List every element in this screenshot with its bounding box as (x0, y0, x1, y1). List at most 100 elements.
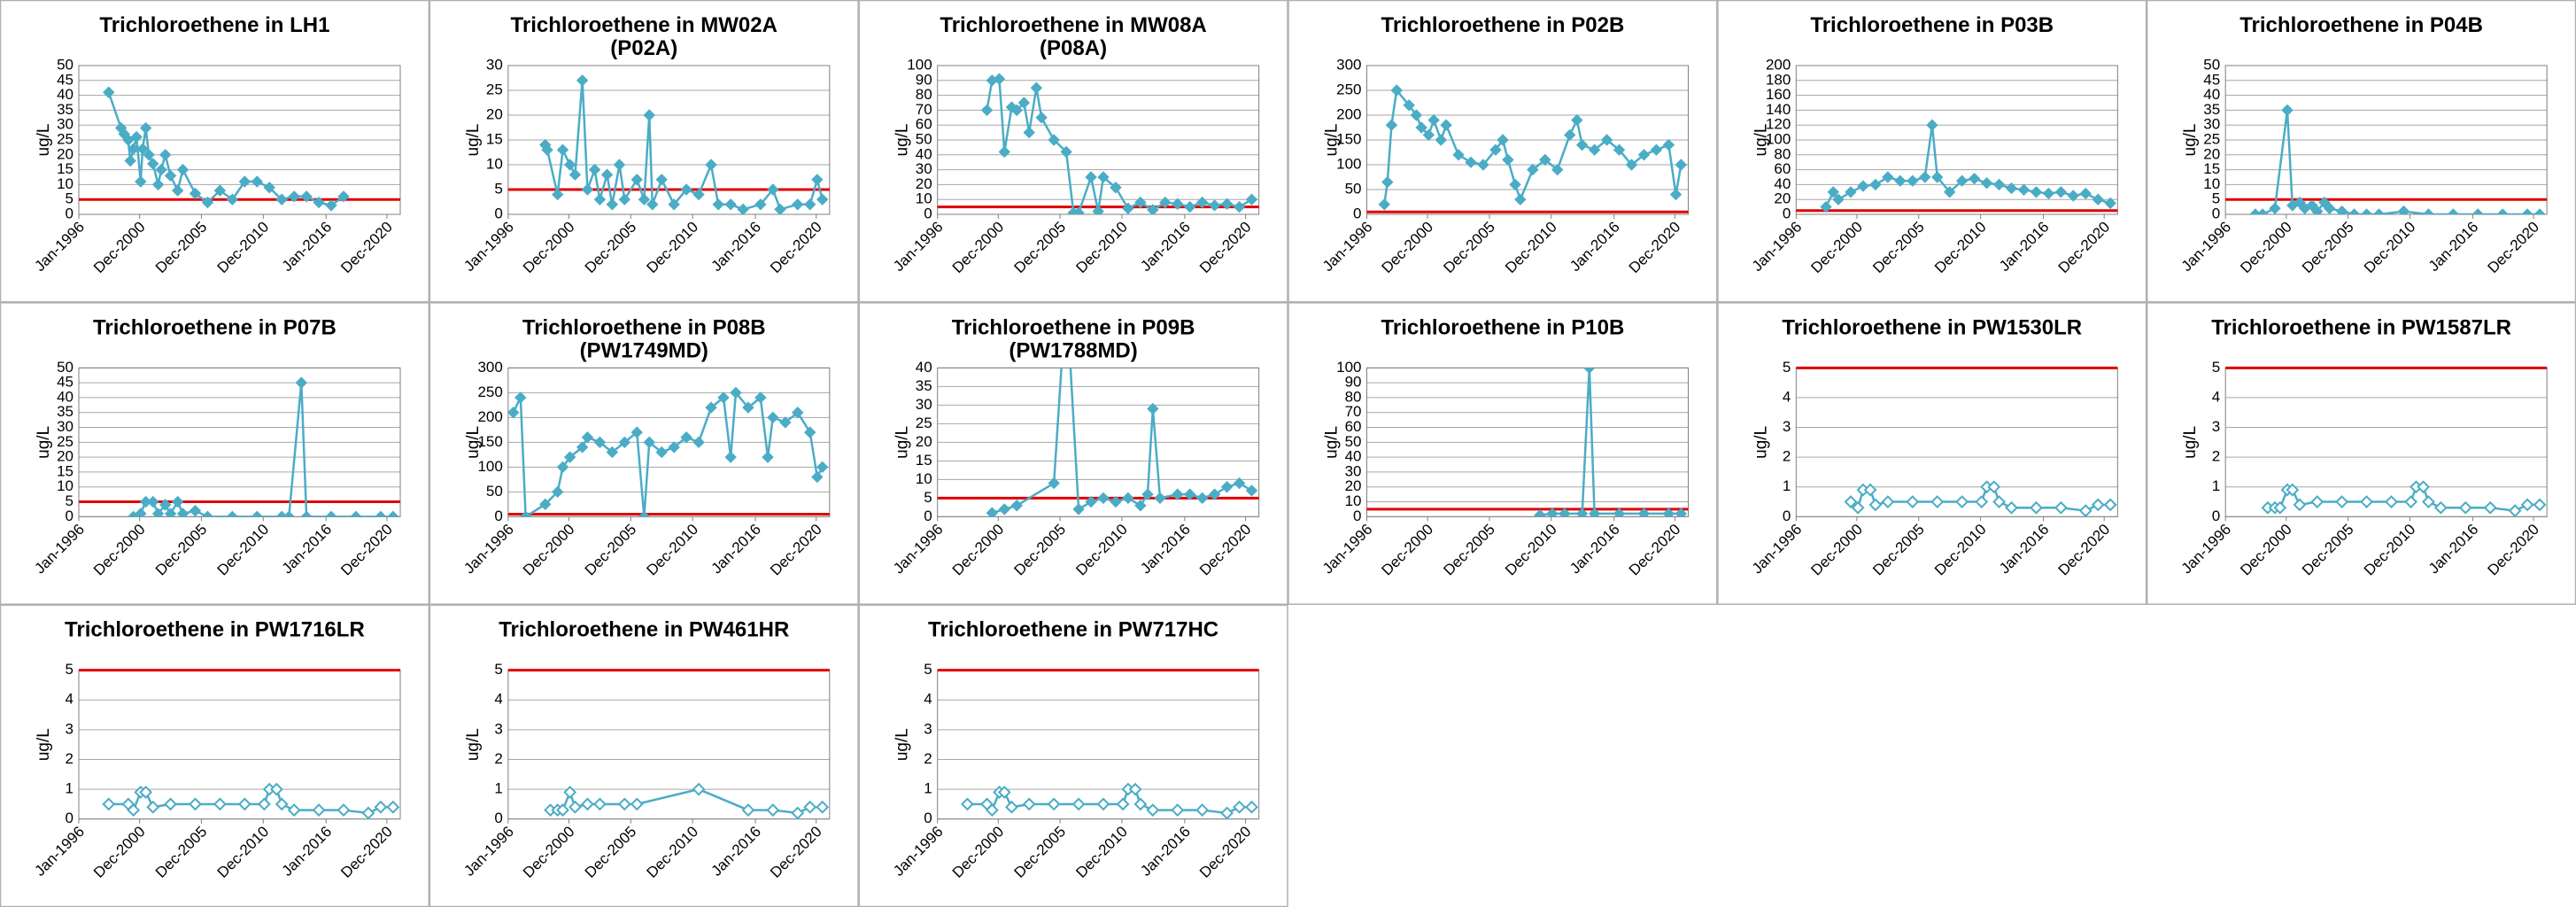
x-tick-label: Jan-2016 (1137, 219, 1194, 275)
data-point (655, 446, 668, 459)
data-point (1134, 196, 1147, 209)
data-point (737, 203, 749, 214)
x-tick-label: Dec-2005 (152, 219, 211, 277)
x-tick-label: Dec-2010 (644, 521, 702, 579)
data-point (1987, 480, 2001, 494)
series (127, 376, 399, 517)
y-tick-label: 15 (2203, 160, 2220, 177)
data-point (1477, 159, 1489, 171)
y-tick-label: 4 (1783, 388, 1791, 405)
data-point (1675, 159, 1688, 171)
data-point (779, 416, 792, 429)
data-point (1195, 196, 1209, 209)
data-point (556, 143, 569, 156)
data-point (1832, 193, 1845, 205)
data-point (1110, 495, 1122, 508)
x-tick-label: Dec-2000 (949, 521, 1008, 579)
y-tick-label: 25 (486, 81, 503, 97)
data-point (1133, 797, 1148, 811)
x-tick-label: Jan-1996 (1319, 219, 1376, 275)
x-tick-label: Dec-2000 (1807, 521, 1866, 579)
data-point (1116, 797, 1130, 811)
y-tick-label: 0 (1353, 205, 1361, 221)
data-point (1122, 202, 1134, 214)
data-point (1245, 800, 1258, 814)
y-tick-label: 5 (2212, 190, 2220, 207)
x-tick-label: Dec-2005 (1440, 521, 1498, 579)
x-tick-label: Dec-2000 (90, 521, 149, 579)
data-point (350, 510, 362, 517)
y-tick-label: 120 (1766, 116, 1791, 133)
y-tick-label: 3 (924, 720, 932, 737)
x-tick-label: Jan-1996 (1319, 521, 1376, 578)
x-tick-label: Jan-1996 (31, 823, 88, 880)
x-tick-label: Dec-2010 (2361, 521, 2419, 579)
y-tick-label: 2 (1783, 448, 1791, 465)
data-point (680, 431, 692, 444)
x-tick-label: Dec-2010 (1072, 823, 1131, 881)
data-point (1465, 156, 1477, 168)
y-tick-label: 40 (1345, 448, 1362, 465)
y-tick-label: 0 (494, 205, 502, 221)
data-point (2496, 208, 2509, 214)
data-point (237, 797, 251, 811)
data-point (1509, 178, 1521, 191)
data-point (1440, 119, 1452, 131)
plot-frame (78, 670, 401, 820)
data-point (1195, 492, 1209, 505)
y-tick-label: 40 (2203, 86, 2220, 103)
plot-frame (507, 65, 831, 215)
data-point (1539, 153, 1551, 167)
data-point (507, 407, 520, 419)
data-point (102, 797, 116, 811)
y-tick-label: 80 (1774, 145, 1791, 162)
data-point (1637, 508, 1651, 517)
x-tick-label: Dec-2005 (582, 521, 640, 579)
y-tick-label: 300 (477, 359, 502, 376)
chart-title: Trichloroethene in PW1530LR (1782, 315, 2082, 339)
y-tick-label: 30 (1345, 462, 1362, 479)
data-point (1869, 178, 1882, 191)
data-point (1085, 495, 1097, 508)
data-point (387, 510, 399, 517)
data-point (792, 198, 804, 211)
x-tick-label: Dec-2000 (90, 219, 149, 277)
panel-border (1717, 0, 2147, 303)
x-tick-label: Dec-2005 (1440, 219, 1498, 277)
data-point (1390, 84, 1403, 97)
data-point (1184, 488, 1196, 500)
y-tick-label: 1 (66, 780, 73, 797)
data-point (2520, 498, 2534, 512)
data-point (1047, 797, 1061, 811)
data-point (1122, 492, 1134, 505)
y-tick-label: 90 (1345, 374, 1362, 391)
data-point (643, 436, 655, 449)
data-point (1955, 174, 1969, 187)
series-line (1539, 368, 1682, 516)
series (102, 782, 400, 819)
x-tick-label: Jan-1996 (31, 521, 88, 578)
data-point (792, 407, 804, 419)
y-tick-label: 4 (924, 691, 932, 708)
data-point (2269, 202, 2281, 214)
data-point (724, 451, 737, 463)
data-point (1662, 508, 1675, 517)
data-point (514, 391, 527, 404)
y-tick-label: 15 (57, 160, 73, 177)
x-tick-label: Jan-2016 (279, 219, 336, 275)
data-point (135, 508, 147, 517)
x-tick-label: Dec-2000 (520, 521, 578, 579)
x-tick-label: Dec-2020 (767, 219, 825, 277)
y-tick-label: 30 (2203, 116, 2220, 133)
y-tick-label: 0 (66, 810, 73, 826)
data-point (581, 183, 594, 196)
data-point (563, 451, 576, 463)
y-tick-label: 50 (57, 56, 73, 73)
data-point (147, 158, 159, 170)
data-point (1022, 797, 1036, 811)
data-point (1435, 134, 1447, 146)
data-point (1600, 134, 1613, 146)
data-point (146, 800, 160, 814)
y-tick-label: 5 (494, 180, 502, 197)
x-tick-label: Jan-2016 (1566, 521, 1623, 578)
